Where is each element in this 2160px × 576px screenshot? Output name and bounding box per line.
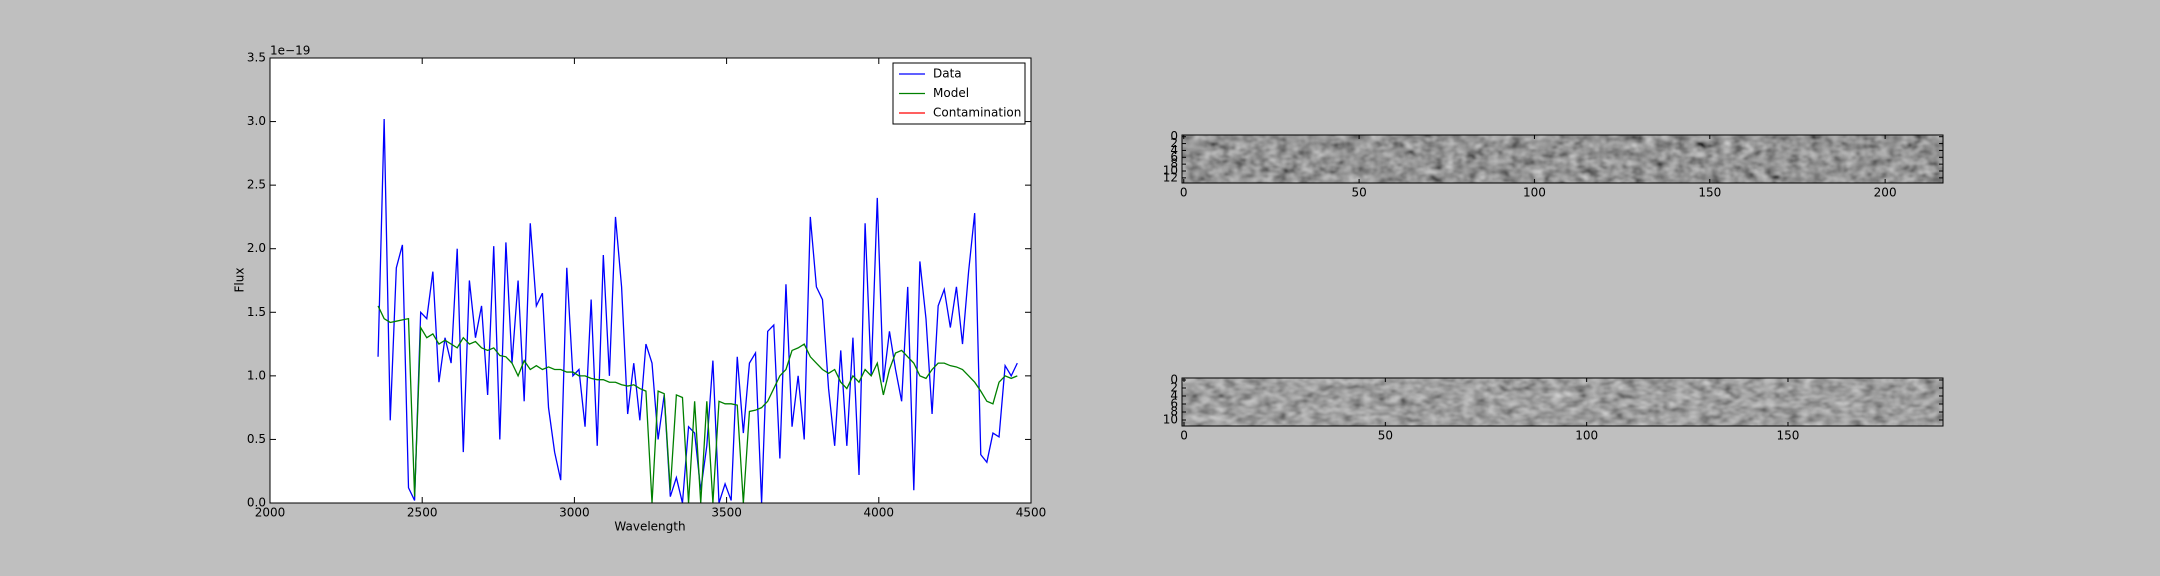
x-tick-label: 4000 <box>864 506 895 520</box>
y-tick-label: 4 <box>1170 389 1178 403</box>
y-tick-label: 10 <box>1163 164 1178 178</box>
y-tick-label: 6 <box>1170 397 1178 411</box>
x-tick-label: 3000 <box>559 506 590 520</box>
x-tick-label: 0 <box>1180 429 1188 443</box>
x-tick-label: 4500 <box>1016 506 1047 520</box>
x-tick-label: 50 <box>1378 429 1393 443</box>
y-tick-label: 0.0 <box>247 496 266 510</box>
y-tick-label: 1.0 <box>247 368 266 382</box>
y-tick-label: 2.5 <box>247 178 266 192</box>
offset-label: 1e−19 <box>270 44 310 58</box>
x-tick-label: 100 <box>1575 429 1598 443</box>
y-tick-label: 2 <box>1170 136 1178 150</box>
y-tick-label: 6 <box>1170 150 1178 164</box>
x-tick-label: 150 <box>1777 429 1800 443</box>
x-tick-label: 200 <box>1874 186 1897 200</box>
x-tick-label: 50 <box>1351 186 1366 200</box>
x-tick-label: 100 <box>1523 186 1546 200</box>
y-tick-label: 3.5 <box>247 51 266 65</box>
x-tick-label: 2500 <box>407 506 438 520</box>
y-tick-label: 3.0 <box>247 114 266 128</box>
y-tick-label: 8 <box>1170 157 1178 171</box>
series-line <box>377 305 1018 504</box>
x-tick-label: 2000 <box>255 506 286 520</box>
legend-label: Model <box>933 86 969 100</box>
y-tick-label: 4 <box>1170 143 1178 157</box>
legend-label: Contamination <box>933 106 1021 120</box>
legend-label: Data <box>933 67 962 81</box>
axes-frame <box>1181 377 1944 427</box>
x-axis-label: Wavelength <box>614 520 685 534</box>
spectrum-image <box>1182 135 1943 183</box>
axes-frame <box>1181 134 1944 184</box>
y-tick-label: 0 <box>1170 129 1178 143</box>
plot-background <box>270 58 1031 503</box>
y-axis-label: Flux <box>233 268 247 293</box>
y-tick-label: 2.0 <box>247 241 266 255</box>
y-tick-label: 1.5 <box>247 305 266 319</box>
y-tick-label: 10 <box>1163 413 1178 427</box>
axes-frame <box>269 57 1032 504</box>
x-tick-label: 0 <box>1180 186 1188 200</box>
y-tick-label: 0 <box>1170 373 1178 387</box>
y-tick-label: 12 <box>1163 170 1178 184</box>
y-tick-label: 0.5 <box>247 432 266 446</box>
y-tick-label: 2 <box>1170 381 1178 395</box>
y-tick-label: 8 <box>1170 405 1178 419</box>
x-tick-label: 150 <box>1698 186 1721 200</box>
spectrum-image <box>1182 378 1943 426</box>
x-tick-label: 3500 <box>711 506 742 520</box>
